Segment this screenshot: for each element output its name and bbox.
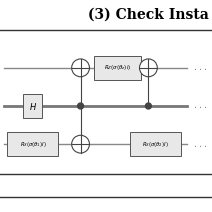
FancyBboxPatch shape — [130, 132, 181, 156]
Text: ...: ... — [193, 140, 208, 149]
Circle shape — [145, 103, 151, 109]
Circle shape — [78, 103, 84, 109]
FancyBboxPatch shape — [7, 132, 58, 156]
FancyBboxPatch shape — [23, 94, 42, 118]
Text: (3) Check Insta: (3) Check Insta — [88, 8, 209, 22]
Circle shape — [72, 135, 89, 153]
FancyBboxPatch shape — [94, 56, 141, 80]
Text: ...: ... — [193, 63, 208, 72]
Circle shape — [72, 59, 89, 77]
Text: ...: ... — [193, 102, 208, 110]
Text: $R_Z(\sigma(\theta_z)I)$: $R_Z(\sigma(\theta_z)I)$ — [104, 63, 131, 72]
Text: $R_X(\sigma(\theta_2)I)$: $R_X(\sigma(\theta_2)I)$ — [142, 140, 169, 149]
Text: $H$: $H$ — [29, 100, 37, 112]
Text: $R_X(\sigma(\theta_1)I)$: $R_X(\sigma(\theta_1)I)$ — [20, 140, 46, 149]
Circle shape — [139, 59, 157, 77]
